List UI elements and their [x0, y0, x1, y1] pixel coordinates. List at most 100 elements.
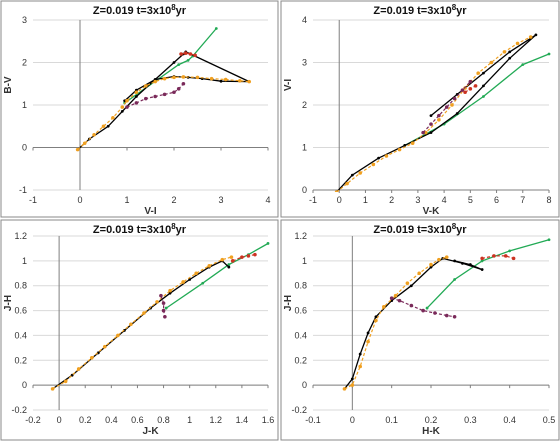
data-point-orange [142, 311, 146, 315]
data-point-purple [125, 105, 129, 109]
data-point-orange [181, 75, 186, 79]
x-tick-label: 0.8 [157, 415, 170, 425]
data-point-orange [444, 255, 449, 259]
data-point-orange [247, 79, 251, 84]
y-tick-label: 0.4 [14, 330, 27, 340]
series-line-orange [336, 36, 531, 192]
data-point-orange [144, 84, 148, 88]
x-axis-title: V-I [144, 206, 156, 217]
data-point-purple [452, 314, 457, 319]
x-tick-label: 3 [218, 195, 223, 205]
chart-panel-1: -1 0 1 2 3 -1 0 1 2 3 4 V-I B-V Z=0.019 t=3x108yr [0, 0, 279, 218]
data-point-orange [366, 339, 370, 344]
data-point-orange [134, 90, 139, 95]
x-tick-label: 1.4 [236, 415, 249, 425]
data-point-purple [153, 94, 157, 99]
y-tick-label: 0.2 [294, 355, 307, 365]
data-point-green [177, 63, 181, 67]
data-point-orange [382, 305, 386, 309]
data-point-red [179, 52, 183, 56]
data-point-orange [194, 271, 198, 276]
x-tick-label: -1 [29, 195, 37, 205]
data-point-black [429, 114, 433, 118]
x-tick-label: 0.3 [464, 415, 477, 425]
data-point-orange [155, 300, 159, 304]
x-axis-title: V-K [423, 206, 440, 217]
y-tick-label: 4 [302, 15, 307, 25]
x-tick-label: -1 [309, 195, 317, 205]
data-point-orange [209, 76, 214, 81]
x-tick-label: 0 [57, 415, 62, 425]
y-tick-label: 0.8 [294, 281, 307, 291]
data-point-black [168, 291, 172, 295]
panel-border [0, 219, 279, 441]
data-point-purple [159, 293, 163, 298]
plot-area [75, 27, 251, 152]
data-point-black [482, 84, 485, 88]
data-point-orange [515, 41, 520, 46]
data-point-orange [423, 130, 428, 135]
data-point-purple [433, 311, 437, 315]
y-axis-title: V-I [283, 79, 294, 91]
x-tick-label: 0 [77, 195, 82, 205]
data-point-red [230, 259, 235, 263]
data-point-orange [89, 356, 94, 360]
data-point-black [508, 50, 512, 54]
data-point-green [453, 278, 456, 281]
y-tick-label: 0.6 [294, 306, 307, 316]
data-point-orange [345, 181, 349, 186]
series-line-red [180, 52, 196, 56]
y-tick-label: 0.2 [14, 355, 27, 365]
data-point-purple [421, 130, 425, 135]
data-point-orange [120, 105, 125, 109]
data-point-green [547, 52, 551, 56]
x-tick-label: 0.5 [543, 415, 556, 425]
data-point-red [480, 256, 484, 261]
data-point-orange [125, 98, 129, 103]
data-point-black [468, 263, 472, 266]
data-point-purple [134, 101, 139, 105]
series-line-black [77, 51, 250, 151]
data-point-black [120, 109, 124, 113]
data-point-purple [162, 92, 167, 97]
data-point-purple [444, 313, 449, 318]
data-point-purple [437, 113, 441, 118]
series-line-red [481, 255, 514, 259]
data-point-black [377, 156, 380, 160]
data-point-orange [207, 264, 212, 268]
y-tick-label: 1 [22, 256, 27, 266]
data-point-green [227, 263, 231, 266]
x-tick-label: 0 [337, 195, 342, 205]
data-point-red [246, 254, 251, 258]
data-point-orange [116, 333, 120, 338]
x-tick-label: 7 [520, 195, 525, 205]
data-point-black [374, 315, 378, 319]
series-line-orange [344, 256, 447, 390]
x-tick-label: 0.2 [79, 415, 92, 425]
y-tick-label: -1 [19, 185, 27, 195]
data-point-purple [397, 298, 402, 303]
data-point-purple [452, 96, 457, 101]
data-point-black [350, 173, 354, 177]
y-tick-label: 0.4 [294, 330, 307, 340]
data-point-orange [76, 367, 81, 371]
data-point-orange [334, 190, 339, 192]
data-point-black [534, 33, 538, 37]
data-point-orange [342, 387, 347, 391]
x-axis-title: H-K [422, 426, 441, 437]
data-point-purple [144, 96, 148, 101]
x-tick-label: 0.1 [385, 415, 398, 425]
data-point-orange [195, 75, 200, 80]
data-point-red [468, 87, 473, 91]
x-tick-label: 1 [363, 195, 368, 205]
data-point-black [135, 95, 138, 98]
data-point-orange [223, 77, 228, 82]
x-tick-label: 1 [124, 195, 129, 205]
plot-area [334, 33, 551, 192]
panel-border [280, 219, 560, 441]
x-tick-label: 3 [415, 195, 420, 205]
data-point-black [480, 268, 484, 271]
data-point-green [425, 306, 429, 310]
data-point-orange [437, 118, 441, 122]
y-axis-title: B-V [3, 76, 14, 94]
